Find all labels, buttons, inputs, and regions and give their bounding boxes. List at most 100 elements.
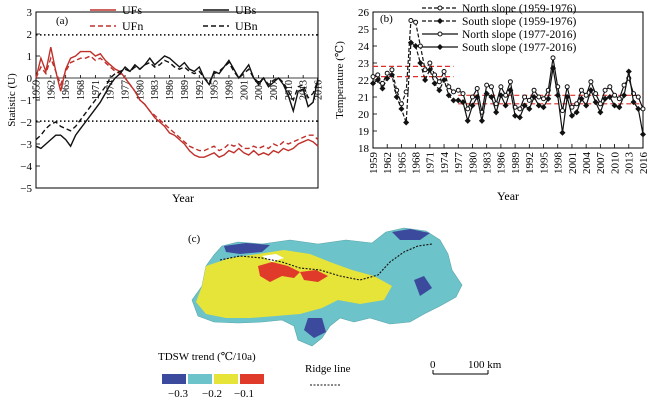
panel-b-xtick-label: 1965 — [396, 152, 408, 175]
point-south-slope-1959-1976 — [384, 75, 391, 82]
panel-a-xtick-label: 1977 — [121, 80, 132, 100]
point-north-slope-1977-2016 — [517, 106, 523, 112]
panel-a-legend: UFs UFn UBs UBn — [90, 3, 258, 33]
point-south-slope-1959-1976 — [426, 66, 433, 73]
point-south-slope-1959-1976 — [403, 119, 410, 126]
point-south-slope-1977-2016 — [512, 112, 519, 119]
series-south-slope-1959-1976 — [369, 39, 457, 126]
point-north-slope-1977-2016 — [593, 91, 599, 97]
legend-label-south-slope-1977-2016: South slope (1977-2016) — [462, 42, 577, 54]
map-blue-zone-ne — [392, 229, 430, 240]
map-blue-zone-s — [304, 318, 326, 338]
panel-b-xtick-label: 2004 — [581, 152, 593, 175]
panel-b-xtick-label: 1992 — [524, 152, 536, 174]
point-south-slope-1959-1976 — [374, 76, 381, 84]
panel-b-xtick-label: 2013 — [624, 152, 636, 175]
panel-b-xtick-label: 1977 — [453, 152, 465, 175]
panel-b-label: (b) — [380, 13, 393, 25]
point-south-slope-1977-2016 — [573, 109, 580, 116]
map-white-zone — [262, 254, 284, 262]
point-north-slope-1977-2016 — [559, 108, 565, 114]
legend-marker-north-slope-1977-2016 — [437, 31, 443, 37]
panel-a-xtick-label: 2016 — [314, 80, 325, 100]
map-colorbar — [162, 374, 264, 384]
point-north-slope-1959-1976 — [403, 89, 409, 95]
point-south-slope-1977-2016 — [464, 117, 471, 124]
panel-b-ytick-label: 23 — [358, 58, 370, 70]
point-north-slope-1977-2016 — [469, 94, 475, 100]
point-north-slope-1977-2016 — [588, 79, 594, 85]
point-south-slope-1977-2016 — [545, 95, 552, 102]
map-red-zone — [258, 262, 300, 282]
panel-b-ytick-label: 20 — [358, 109, 370, 121]
map-yellow-zone — [196, 250, 392, 318]
point-south-slope-1977-2016 — [616, 104, 623, 111]
series-ufs — [35, 47, 319, 159]
point-south-slope-1977-2016 — [507, 87, 514, 94]
panel-a-xtick-label: 1962 — [46, 80, 57, 100]
panel-b-ytick-label: 26 — [358, 7, 370, 19]
point-north-slope-1977-2016 — [484, 82, 490, 88]
point-north-slope-1977-2016 — [455, 87, 461, 93]
legend-label-ubs: UBs — [235, 3, 257, 17]
series-north-slope-1959-1976 — [370, 18, 457, 107]
panel-b-ytick-label: 21 — [358, 92, 369, 104]
panel-b-xtick-label: 1971 — [425, 152, 437, 174]
panel-b-xtick-label: 2016 — [638, 152, 650, 175]
point-south-slope-1959-1976 — [417, 59, 424, 67]
panel-b-xtick-label: 1989 — [510, 152, 522, 175]
map-red-zone-2 — [300, 270, 328, 282]
panel-a-label: (a) — [56, 15, 69, 27]
point-north-slope-1977-2016 — [612, 92, 618, 98]
scale-label: 100 km — [468, 359, 502, 371]
point-north-slope-1977-2016 — [465, 106, 471, 112]
point-north-slope-1959-1976 — [432, 72, 438, 78]
panel-b-xtick-label: 1980 — [467, 152, 479, 175]
panel-b-xtick-label: 1998 — [553, 152, 565, 175]
map-blue-zone-e — [414, 276, 432, 296]
point-north-slope-1977-2016 — [474, 86, 480, 91]
map-legend-title: TDSW trend (℃/10a) — [158, 351, 256, 363]
point-south-slope-1977-2016 — [474, 93, 481, 101]
panel-b-xtick-label: 1995 — [538, 152, 550, 175]
panel-a-ytick-label: −2 — [20, 117, 32, 129]
panel-b-xtick-label: 1983 — [482, 152, 494, 175]
legend-label-ufs: UFs — [122, 3, 142, 17]
point-north-slope-1977-2016 — [503, 92, 509, 98]
point-south-slope-1977-2016 — [531, 93, 538, 101]
point-south-slope-1959-1976 — [441, 76, 448, 84]
point-north-slope-1977-2016 — [460, 91, 466, 97]
panel-b-ytick-label: 19 — [358, 126, 370, 138]
panel-b-xtick-label: 1974 — [439, 152, 451, 175]
colorbar-swatch — [188, 374, 212, 384]
ridge-line-label: Ridge line — [305, 363, 351, 375]
scale-zero: 0 — [430, 359, 436, 371]
legend-marker-south-slope-1977-2016 — [436, 43, 444, 51]
point-south-slope-1977-2016 — [554, 92, 561, 99]
panel-a-xtick-label: 1974 — [106, 80, 117, 100]
point-north-slope-1959-1976 — [408, 18, 414, 23]
panel-a-xtick-label: 1998 — [224, 80, 235, 100]
point-north-slope-1959-1976 — [413, 19, 419, 25]
point-south-slope-1959-1976 — [388, 71, 395, 78]
point-south-slope-1977-2016 — [502, 102, 509, 109]
panel-a-xtick-label: 2010 — [284, 80, 295, 100]
point-south-slope-1977-2016 — [455, 97, 462, 104]
point-south-slope-1977-2016 — [578, 95, 585, 102]
panel-a-ytick-label: −4 — [20, 161, 32, 173]
panel-a-xtick-label: 1965 — [61, 80, 72, 100]
panel-b-xtick-label: 1986 — [496, 152, 508, 175]
point-north-slope-1959-1976 — [389, 67, 395, 73]
colorbar-swatch — [240, 374, 264, 384]
point-north-slope-1977-2016 — [531, 87, 537, 93]
point-south-slope-1959-1976 — [393, 93, 400, 101]
legend-label-ubn: UBn — [235, 19, 258, 33]
panel-b-xtick-label: 1959 — [368, 152, 380, 175]
point-south-slope-1959-1976 — [450, 97, 457, 104]
point-north-slope-1977-2016 — [602, 87, 608, 93]
legend-marker-north-slope-1959-1976 — [437, 5, 443, 11]
point-north-slope-1977-2016 — [616, 96, 622, 102]
point-north-slope-1977-2016 — [574, 101, 580, 107]
colorbar-swatch — [162, 374, 186, 384]
map-ridge-line — [219, 243, 433, 281]
